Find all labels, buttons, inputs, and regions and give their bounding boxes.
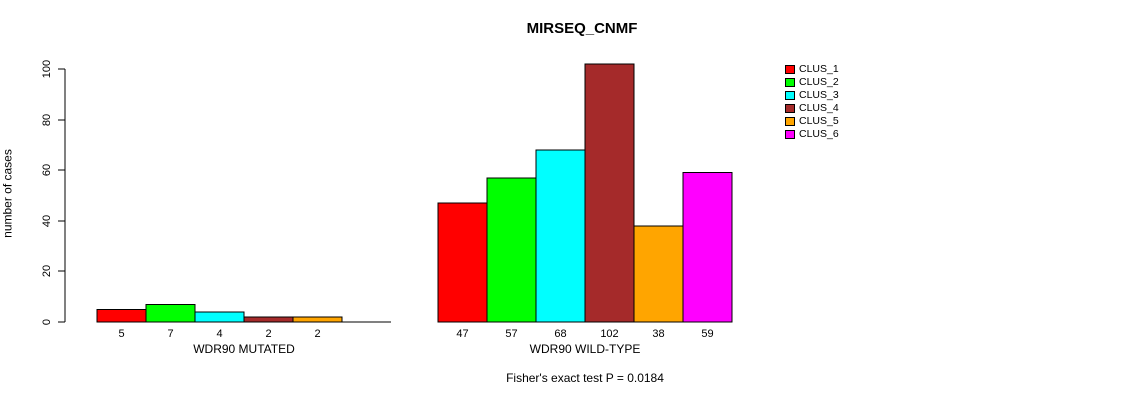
bar-value-label: 5 xyxy=(118,328,124,340)
legend-item: CLUS_1 xyxy=(785,63,839,76)
legend-label: CLUS_5 xyxy=(799,115,839,127)
y-tick-label: 40 xyxy=(41,215,53,227)
legend-item: CLUS_6 xyxy=(785,128,839,141)
y-tick-label: 80 xyxy=(41,114,53,126)
bar-clus-5 xyxy=(633,225,684,323)
legend: CLUS_1 CLUS_2 CLUS_3 CLUS_4 CLUS_5 CLUS_6 xyxy=(785,63,839,141)
y-tick-label: 20 xyxy=(41,265,53,277)
bar-clus-2 xyxy=(486,177,537,323)
y-tick-label: 0 xyxy=(41,319,53,325)
bar-clus-6 xyxy=(682,172,733,323)
legend-item: CLUS_3 xyxy=(785,89,839,102)
legend-swatch xyxy=(785,117,795,126)
legend-label: CLUS_1 xyxy=(799,63,839,75)
group-label: WDR90 WILD-TYPE xyxy=(530,342,641,356)
bar-value-label: 47 xyxy=(456,328,468,340)
legend-label: CLUS_4 xyxy=(799,102,839,114)
legend-swatch xyxy=(785,78,795,87)
legend-label: CLUS_6 xyxy=(799,128,839,140)
legend-label: CLUS_2 xyxy=(799,76,839,88)
legend-item: CLUS_2 xyxy=(785,76,839,89)
bar-value-label: 59 xyxy=(701,328,713,340)
bar-value-label: 2 xyxy=(265,328,271,340)
legend-item: CLUS_4 xyxy=(785,102,839,115)
group-label: WDR90 MUTATED xyxy=(193,342,295,356)
bar-clus-4 xyxy=(584,63,635,323)
bar-clus-3 xyxy=(194,311,245,323)
chart-title: MIRSEQ_CNMF xyxy=(526,20,638,37)
bar-value-label: 68 xyxy=(554,328,566,340)
bar-clus-3 xyxy=(535,149,586,323)
legend-swatch xyxy=(785,91,795,100)
legend-swatch xyxy=(785,65,795,74)
bar-clus-2 xyxy=(145,303,196,323)
bar-clus-4 xyxy=(243,316,294,323)
fisher-test-annotation: Fisher's exact test P = 0.0184 xyxy=(506,371,664,385)
legend-item: CLUS_5 xyxy=(785,115,839,128)
legend-swatch xyxy=(785,130,795,139)
bar-value-label: 57 xyxy=(505,328,517,340)
bar-value-label: 7 xyxy=(167,328,173,340)
bar-clus-1 xyxy=(437,202,488,323)
legend-swatch xyxy=(785,104,795,113)
bar-value-label: 38 xyxy=(652,328,664,340)
bar-clus-1 xyxy=(96,308,147,323)
bar-value-label: 2 xyxy=(314,328,320,340)
bar-value-label: 4 xyxy=(216,328,222,340)
y-tick-label: 100 xyxy=(41,60,53,78)
bar-clus-5 xyxy=(292,316,343,323)
y-tick-label: 60 xyxy=(41,164,53,176)
bar-value-label: 102 xyxy=(600,328,618,340)
legend-label: CLUS_3 xyxy=(799,89,839,101)
